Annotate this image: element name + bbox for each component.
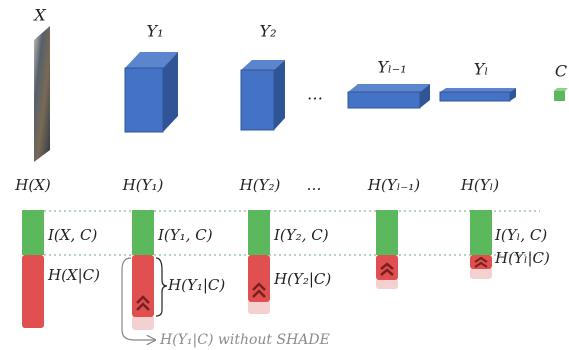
layer-box — [125, 52, 178, 132]
entropy-label: H(X) — [14, 176, 51, 194]
layer-label: Yₗ₋₁ — [377, 58, 406, 77]
entropy-label: H(Yₗ) — [460, 176, 499, 194]
mutual-info-label: I(Y₂, C) — [273, 226, 329, 244]
brace — [156, 258, 167, 316]
layer-label: … — [307, 85, 323, 104]
entropy-label: H(Y₂) — [239, 176, 281, 194]
entropy-bar — [22, 210, 44, 328]
layer-label: Y₁ — [147, 22, 164, 41]
conditional-label: H(X|C) — [47, 266, 100, 284]
output-box — [554, 88, 568, 101]
layer-box — [241, 60, 285, 130]
entropy-bar — [470, 210, 492, 279]
entropy-bar — [376, 210, 398, 289]
diagram: X Y₁ Y₂ … Yₗ₋₁ Yₗ C H(X) H(Y₁) H(Y₂) … H… — [0, 0, 569, 350]
mutual-info-label: I(Y₁, C) — [157, 226, 213, 244]
layer-label: X — [32, 6, 46, 25]
mutual-info-label: I(Yₗ, C) — [494, 226, 547, 244]
layer-box — [348, 84, 430, 108]
layer-label: Y₂ — [260, 22, 277, 41]
conditional-label: H(Y₁|C) — [167, 276, 225, 294]
entropy-label: … — [307, 176, 322, 194]
layer-box — [440, 88, 516, 101]
input-image — [34, 26, 50, 162]
entropy-label: H(Yₗ₋₁) — [367, 176, 420, 194]
entropy-label: H(Y₁) — [122, 176, 164, 194]
layer-label: Yₗ — [474, 60, 488, 79]
entropy-bar — [248, 210, 270, 314]
mutual-info-label: I(X, C) — [47, 226, 97, 244]
annotation: H(Y₁|C) without SHADE — [159, 332, 330, 348]
layer-label: C — [555, 62, 567, 81]
conditional-label: H(Yₗ|C) — [494, 249, 550, 267]
conditional-label: H(Y₂|C) — [273, 270, 331, 288]
entropy-bar — [132, 210, 154, 330]
